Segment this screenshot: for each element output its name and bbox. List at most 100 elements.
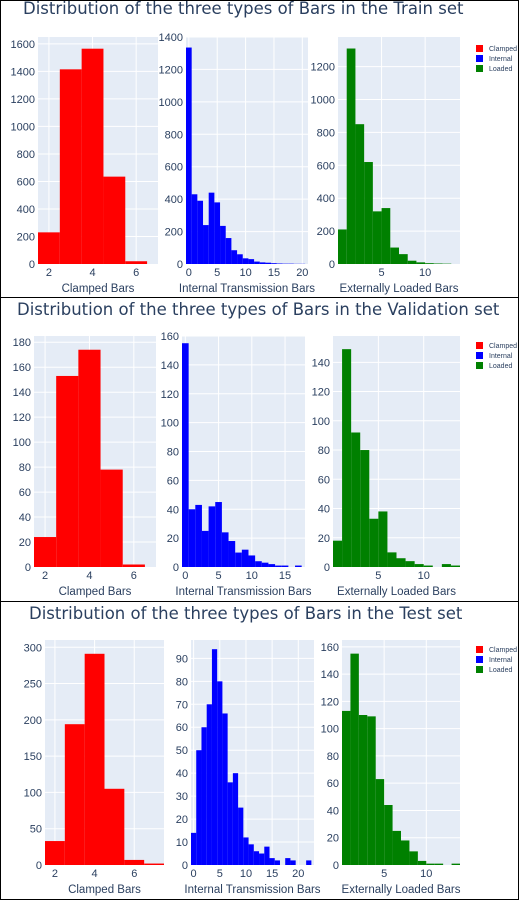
clamped-bar (65, 724, 85, 865)
internal-bar (212, 649, 217, 865)
loaded-bar (351, 432, 360, 567)
internal-bar (228, 782, 233, 865)
loaded-bar (378, 511, 387, 567)
internal-bar (237, 254, 243, 264)
chart-title: Distribution of the three types of Bars … (29, 604, 463, 623)
loaded-bar (451, 566, 460, 567)
legend-swatch-clamped (476, 342, 483, 349)
loaded-y-tick-label: 800 (317, 127, 335, 139)
internal-y-tick-label: 600 (165, 162, 183, 174)
loaded-y-tick-label: 160 (321, 642, 339, 654)
internal-bar (189, 509, 196, 567)
loaded-x-tick-label: 10 (418, 570, 430, 582)
chart-title: Distribution of the three types of Bars … (23, 1, 464, 18)
internal-y-tick-label: 70 (176, 699, 188, 711)
internal-x-axis-label: Internal Transmission Bars (184, 884, 320, 896)
clamped-bar (103, 177, 125, 264)
internal-bar (222, 532, 229, 567)
internal-bar (195, 505, 202, 567)
internal-y-tick-label: 60 (176, 722, 188, 734)
legend-label-internal: Internal (489, 657, 513, 664)
internal-y-tick-label: 1400 (159, 32, 183, 44)
internal-bar (285, 858, 290, 865)
validation-panel: Distribution of the three types of Bars … (0, 297, 519, 602)
internal-x-tick-label: 10 (239, 267, 251, 279)
internal-bar (275, 860, 280, 865)
loaded-bar (355, 124, 364, 264)
clamped-x-axis-label: Clamped Bars (59, 586, 132, 598)
internal-bar (295, 566, 302, 567)
loaded-y-tick-label: 80 (318, 445, 330, 457)
internal-bar (254, 851, 259, 865)
loaded-bar (367, 716, 375, 865)
internal-bar (248, 259, 254, 264)
clamped-x-tick-label: 2 (52, 868, 58, 880)
internal-x-axis-label: Internal Transmission Bars (179, 283, 315, 295)
clamped-bar (60, 69, 82, 264)
clamped-bar (78, 350, 100, 567)
internal-bar (191, 833, 196, 865)
internal-y-tick-label: 90 (176, 653, 188, 665)
clamped-y-tick-label: 0 (25, 562, 31, 574)
clamped-y-tick-label: 200 (24, 715, 42, 727)
loaded-bar (387, 552, 396, 567)
internal-y-tick-label: 800 (165, 129, 183, 141)
clamped-x-tick-label: 4 (92, 868, 98, 880)
clamped-y-tick-label: 150 (24, 751, 42, 763)
clamped-bar (45, 841, 65, 865)
clamped-bar (85, 654, 105, 865)
internal-y-tick-label: 20 (167, 533, 179, 545)
clamped-x-tick-label: 6 (133, 267, 139, 279)
legend-swatch-loaded (476, 666, 483, 673)
clamped-y-tick-label: 80 (19, 462, 31, 474)
loaded-bar (376, 779, 384, 865)
loaded-y-tick-label: 0 (333, 860, 339, 872)
internal-bar (242, 550, 249, 567)
clamped-x-axis-label: Clamped Bars (62, 283, 135, 295)
legend-label-loaded: Loaded (489, 66, 512, 73)
internal-bar (243, 837, 248, 865)
internal-y-tick-label: 60 (167, 475, 179, 487)
internal-y-tick-label: 40 (167, 504, 179, 516)
internal-bar (243, 258, 249, 264)
loaded-bar (401, 840, 409, 865)
internal-bar (214, 202, 220, 264)
internal-bar (262, 563, 269, 567)
loaded-bar (399, 254, 408, 264)
internal-y-tick-label: 50 (176, 745, 188, 757)
internal-bar (229, 541, 236, 567)
clamped-y-tick-label: 20 (19, 537, 31, 549)
internal-y-tick-label: 40 (176, 768, 188, 780)
internal-bar (233, 773, 238, 865)
internal-y-tick-label: 1200 (159, 64, 183, 76)
internal-bar (202, 531, 209, 567)
clamped-bar (82, 49, 104, 264)
clamped-y-tick-label: 300 (24, 642, 42, 654)
clamped-bar (125, 261, 147, 264)
internal-y-tick-label: 1000 (159, 97, 183, 109)
legend-label-loaded: Loaded (489, 667, 512, 674)
internal-y-tick-label: 120 (161, 389, 179, 401)
internal-bar (197, 201, 203, 264)
loaded-bar (397, 558, 406, 567)
legend-swatch-clamped (476, 45, 483, 52)
loaded-y-tick-label: 20 (318, 533, 330, 545)
internal-x-tick-label: 0 (182, 570, 188, 582)
internal-bar (238, 808, 243, 865)
clamped-x-tick-label: 6 (131, 868, 137, 880)
internal-bar (226, 238, 232, 264)
internal-y-tick-label: 80 (176, 676, 188, 688)
internal-bar (282, 566, 289, 567)
internal-bar (255, 561, 262, 567)
loaded-bar (342, 711, 350, 865)
clamped-y-tick-label: 120 (13, 412, 31, 424)
clamped-bar (34, 537, 56, 567)
loaded-y-tick-label: 1000 (311, 95, 335, 107)
loaded-x-tick-label: 10 (419, 267, 431, 279)
clamped-y-tick-label: 40 (19, 512, 31, 524)
internal-bar (271, 263, 277, 264)
